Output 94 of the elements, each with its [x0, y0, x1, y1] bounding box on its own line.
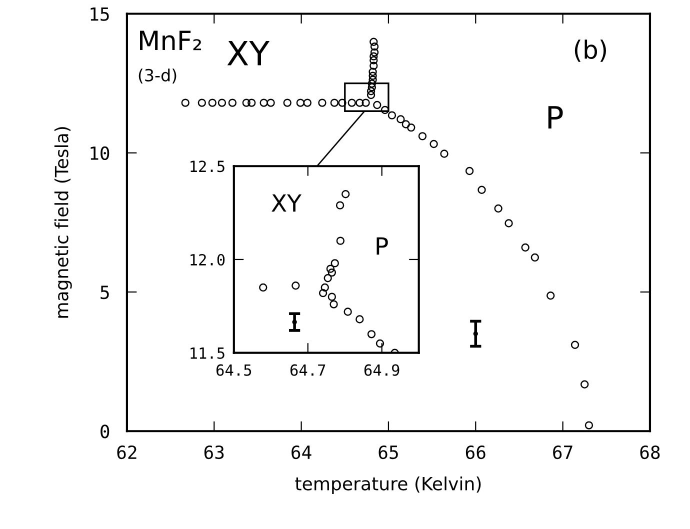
- point: [344, 308, 352, 316]
- point: [328, 268, 336, 277]
- point: [198, 98, 206, 107]
- point: [440, 150, 448, 158]
- point: [504, 219, 513, 228]
- point: [580, 380, 589, 388]
- x-tick-label: 68: [640, 445, 660, 460]
- y-tick-label: 15: [90, 8, 109, 21]
- point: [370, 42, 379, 51]
- point: [318, 288, 328, 298]
- annotation: (3-d): [138, 68, 176, 84]
- annotation: XY: [272, 194, 302, 212]
- point: [370, 48, 379, 57]
- annotation: P: [548, 106, 563, 128]
- point: [336, 201, 344, 210]
- point: [259, 283, 268, 292]
- point: [465, 166, 474, 176]
- point: [336, 236, 345, 245]
- point: [402, 120, 410, 128]
- point: [418, 132, 427, 140]
- point: [208, 98, 216, 107]
- point: [330, 300, 338, 308]
- point: [292, 320, 297, 324]
- y-tick-label: 12.0: [190, 254, 225, 266]
- point: [570, 340, 580, 349]
- x-tick-label: 64: [292, 445, 312, 460]
- point: [338, 98, 346, 107]
- point: [473, 331, 478, 336]
- point: [283, 98, 292, 107]
- point: [368, 72, 377, 80]
- point: [546, 292, 555, 300]
- point: [373, 100, 382, 110]
- point: [326, 264, 335, 273]
- x-axis-title: temperature (Kelvin): [295, 476, 481, 494]
- point: [362, 98, 370, 107]
- point: [370, 62, 378, 70]
- point: [370, 56, 378, 64]
- point: [430, 140, 438, 148]
- point: [584, 421, 594, 430]
- point: [521, 243, 530, 252]
- point: [368, 83, 376, 92]
- x-tick-label: 63: [204, 445, 224, 460]
- point: [330, 98, 339, 107]
- point: [292, 282, 300, 290]
- x-tick-label: 64.9: [364, 364, 400, 376]
- point: [303, 98, 312, 107]
- point: [330, 259, 339, 268]
- x-tick-label: 62: [117, 445, 136, 460]
- x-tick-label: 66: [466, 445, 486, 460]
- point: [367, 330, 376, 338]
- point: [366, 90, 376, 100]
- point: [318, 98, 326, 107]
- point: [396, 115, 405, 124]
- y-tick-label: 5: [100, 286, 109, 300]
- point: [181, 98, 190, 107]
- point: [407, 123, 416, 132]
- point: [324, 274, 332, 282]
- point: [342, 190, 350, 198]
- x-tick-label: 67: [553, 445, 572, 460]
- point: [370, 38, 378, 46]
- point: [320, 283, 329, 292]
- point: [370, 52, 378, 60]
- point: [260, 98, 268, 107]
- annotation: (b): [574, 40, 606, 62]
- point: [266, 98, 275, 107]
- y-tick-label: 0: [100, 424, 110, 438]
- point: [388, 111, 396, 120]
- point: [530, 253, 540, 262]
- point: [348, 98, 356, 107]
- point: [376, 339, 384, 348]
- point: [356, 98, 364, 107]
- x-tick-label: 65: [378, 445, 398, 460]
- point: [356, 315, 364, 324]
- x-tick-label: 64.7: [290, 364, 326, 376]
- point: [296, 98, 305, 107]
- x-tick-label: 64.5: [216, 364, 252, 376]
- annotation: P: [376, 237, 388, 255]
- point: [366, 87, 376, 96]
- point: [380, 106, 390, 114]
- annotation: MnF₂: [140, 30, 202, 50]
- y-tick-label: 10: [90, 146, 110, 160]
- point: [228, 98, 237, 107]
- annotation: XY: [227, 40, 270, 66]
- y-tick-label: 11.5: [190, 348, 224, 359]
- point: [218, 98, 226, 107]
- y-axis-title: magnetic field (Tesla): [54, 127, 72, 318]
- point: [368, 68, 377, 76]
- point: [328, 292, 336, 301]
- point: [494, 204, 502, 213]
- point: [368, 80, 376, 88]
- point: [248, 98, 256, 107]
- point: [478, 186, 486, 194]
- y-tick-label: 12.5: [190, 160, 224, 172]
- point: [242, 98, 250, 107]
